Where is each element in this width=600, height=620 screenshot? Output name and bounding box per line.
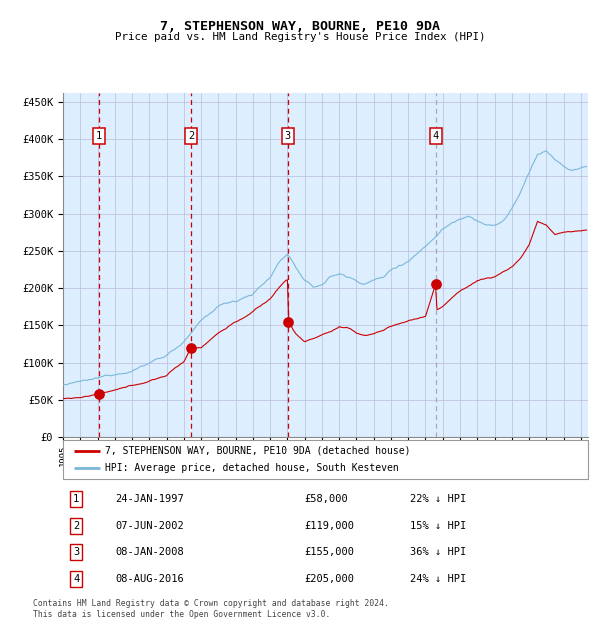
Text: 24-JAN-1997: 24-JAN-1997	[115, 494, 184, 504]
Text: 1: 1	[73, 494, 79, 504]
Text: 4: 4	[433, 131, 439, 141]
Text: 1: 1	[95, 131, 102, 141]
Text: HPI: Average price, detached house, South Kesteven: HPI: Average price, detached house, Sout…	[105, 463, 399, 473]
Text: 2: 2	[73, 521, 79, 531]
Text: £58,000: £58,000	[305, 494, 348, 504]
Text: 3: 3	[284, 131, 291, 141]
Text: £155,000: £155,000	[305, 547, 355, 557]
Text: Price paid vs. HM Land Registry's House Price Index (HPI): Price paid vs. HM Land Registry's House …	[115, 32, 485, 42]
Text: 07-JUN-2002: 07-JUN-2002	[115, 521, 184, 531]
Text: 4: 4	[73, 574, 79, 584]
Point	[431, 280, 440, 290]
Text: 3: 3	[73, 547, 79, 557]
Point	[187, 343, 196, 353]
Text: 24% ↓ HPI: 24% ↓ HPI	[409, 574, 466, 584]
Point	[283, 317, 293, 327]
Text: 08-AUG-2016: 08-AUG-2016	[115, 574, 184, 584]
Point	[94, 389, 103, 399]
Text: 15% ↓ HPI: 15% ↓ HPI	[409, 521, 466, 531]
Text: Contains HM Land Registry data © Crown copyright and database right 2024.
This d: Contains HM Land Registry data © Crown c…	[33, 600, 389, 619]
Text: 08-JAN-2008: 08-JAN-2008	[115, 547, 184, 557]
FancyBboxPatch shape	[63, 440, 588, 479]
Text: 7, STEPHENSON WAY, BOURNE, PE10 9DA (detached house): 7, STEPHENSON WAY, BOURNE, PE10 9DA (det…	[105, 446, 410, 456]
Text: £119,000: £119,000	[305, 521, 355, 531]
Text: £205,000: £205,000	[305, 574, 355, 584]
Text: 2: 2	[188, 131, 194, 141]
Text: 7, STEPHENSON WAY, BOURNE, PE10 9DA: 7, STEPHENSON WAY, BOURNE, PE10 9DA	[160, 20, 440, 33]
Text: 36% ↓ HPI: 36% ↓ HPI	[409, 547, 466, 557]
Text: 22% ↓ HPI: 22% ↓ HPI	[409, 494, 466, 504]
